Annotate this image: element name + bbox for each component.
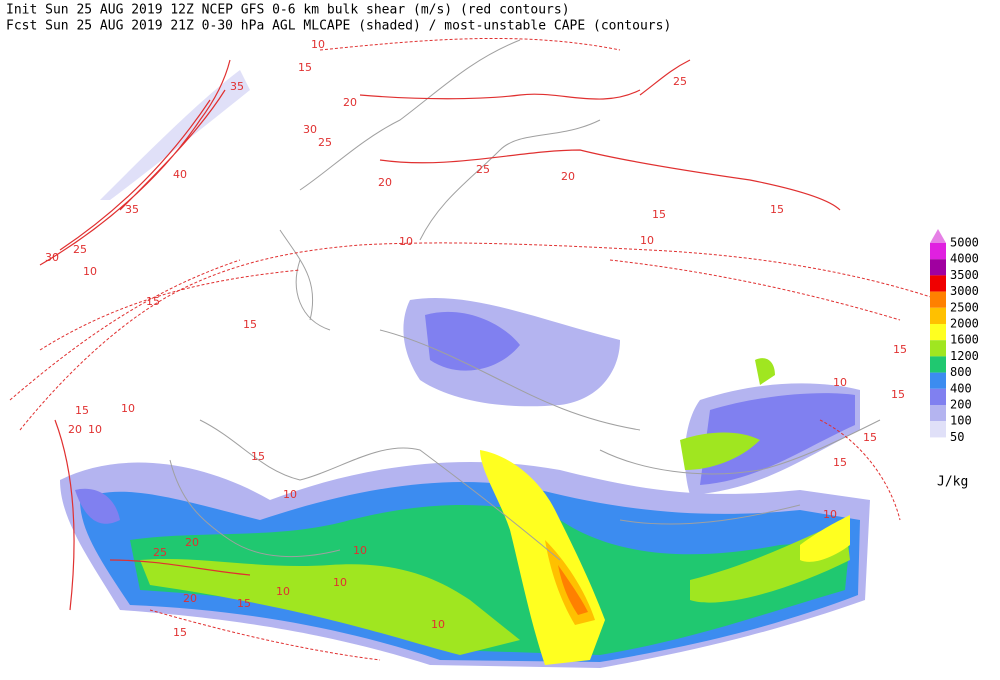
contour-label: 10 bbox=[283, 488, 297, 501]
colorbar-label: 200 bbox=[950, 398, 972, 412]
contour-label: 10 bbox=[333, 576, 347, 589]
contour-label: 35 bbox=[230, 80, 244, 93]
colorbar-label: 1600 bbox=[950, 333, 979, 347]
contour-label: 15 bbox=[243, 318, 257, 331]
contour-label: 15 bbox=[770, 203, 784, 216]
contour-label: 15 bbox=[891, 388, 905, 401]
contour-label: 10 bbox=[640, 234, 654, 247]
legend: J/kg 5000 4000 3500 3000 2500 2000 1600 1200 800… bbox=[930, 229, 979, 490]
colorbar-box bbox=[930, 307, 946, 324]
colorbar-label: 1200 bbox=[950, 349, 979, 363]
contour-label: 15 bbox=[146, 295, 160, 308]
contour-label: 30 bbox=[45, 251, 59, 264]
colorbar-box bbox=[930, 340, 946, 357]
contour-label: 25 bbox=[476, 163, 490, 176]
colorbar-label: 4000 bbox=[950, 252, 979, 266]
colorbar-triangle bbox=[930, 229, 946, 243]
contour-label: 25 bbox=[318, 136, 332, 149]
header-line: Fcst Sun 25 AUG 2019 21Z 0-30 hPa AGL ML… bbox=[6, 19, 671, 34]
contour-label: 15 bbox=[652, 208, 666, 221]
contour-label: 15 bbox=[173, 626, 187, 639]
colorbar-box bbox=[930, 275, 946, 292]
contour-label: 10 bbox=[399, 235, 413, 248]
contour-label: 10 bbox=[311, 38, 325, 51]
colorbar-label: 5000 bbox=[950, 236, 979, 250]
contour-label: 10 bbox=[88, 423, 102, 436]
colorbar-box bbox=[930, 259, 946, 276]
contour-label: 15 bbox=[863, 431, 877, 444]
header-line: Init Sun 25 AUG 2019 12Z NCEP GFS 0-6 km… bbox=[6, 3, 570, 18]
colorbar-label: 50 bbox=[950, 430, 964, 444]
contour-label: 20 bbox=[343, 96, 357, 109]
contour-label: 35 bbox=[125, 203, 139, 216]
contour-label: 10 bbox=[353, 544, 367, 557]
contour-label: 10 bbox=[833, 376, 847, 389]
colorbar-label: 2500 bbox=[950, 300, 979, 314]
shear-contours bbox=[9, 37, 941, 661]
colorbar-box bbox=[930, 324, 946, 341]
contour-label: 20 bbox=[68, 423, 82, 436]
contour-label: 15 bbox=[75, 404, 89, 417]
colorbar-box bbox=[930, 405, 946, 422]
colorbar-box bbox=[930, 356, 946, 373]
colorbar-box bbox=[930, 388, 946, 405]
colorbar-label: 2000 bbox=[950, 317, 979, 331]
contour-label: 30 bbox=[303, 123, 317, 136]
contour-label: 25 bbox=[673, 75, 687, 88]
contour-label: 10 bbox=[276, 585, 290, 598]
colorbar-label: 3500 bbox=[950, 268, 979, 282]
contour-label: 15 bbox=[237, 597, 251, 610]
colorbar-box bbox=[930, 291, 946, 308]
contour-label: 10 bbox=[121, 402, 135, 415]
contour-label: 20 bbox=[183, 592, 197, 605]
contour-label: 40 bbox=[173, 168, 187, 181]
contour-label: 10 bbox=[823, 508, 837, 521]
colorbar-box bbox=[930, 372, 946, 389]
contour-label: 15 bbox=[833, 456, 847, 469]
colorbar-label: 3000 bbox=[950, 284, 979, 298]
contour-label: 15 bbox=[251, 450, 265, 463]
colorbar-box bbox=[930, 243, 946, 260]
legend-unit: J/kg bbox=[937, 475, 968, 490]
colorbar-label: 800 bbox=[950, 365, 972, 379]
colorbar-box bbox=[930, 421, 946, 438]
contour-label: 10 bbox=[83, 265, 97, 278]
contour-label: 10 bbox=[431, 618, 445, 631]
contour-label: 25 bbox=[73, 243, 87, 256]
coastlines bbox=[169, 39, 881, 561]
cape-shading bbox=[60, 70, 870, 668]
colorbar-label: 100 bbox=[950, 414, 972, 428]
contour-label: 20 bbox=[185, 536, 199, 549]
contour-label: 15 bbox=[298, 61, 312, 74]
contour-label: 25 bbox=[153, 546, 167, 559]
contour-label: 15 bbox=[893, 343, 907, 356]
contour-label: 20 bbox=[561, 170, 575, 183]
contour-label: 20 bbox=[378, 176, 392, 189]
colorbar-label: 400 bbox=[950, 381, 972, 395]
